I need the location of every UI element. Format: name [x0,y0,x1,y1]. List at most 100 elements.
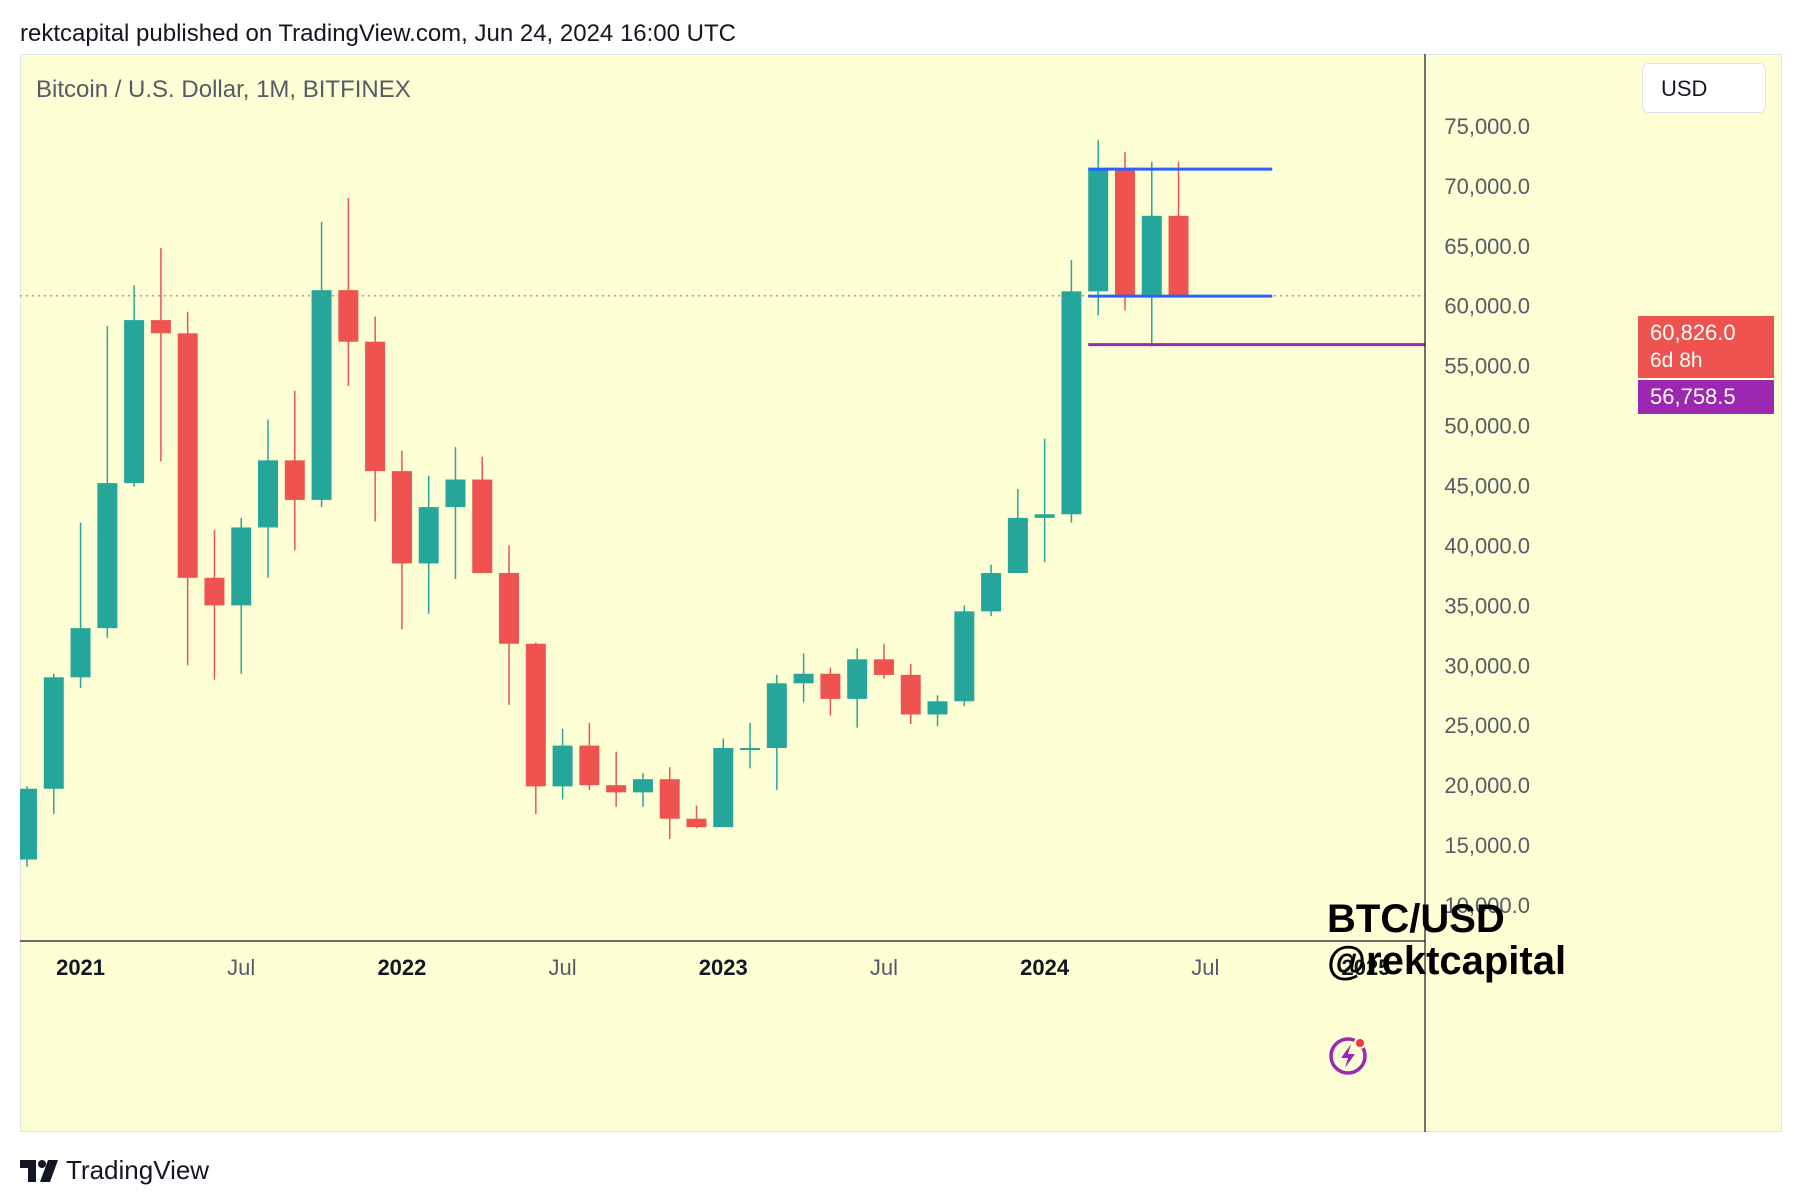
candle-2022-06 [525,642,546,814]
candle-body [713,748,734,828]
x-tick-label: 2025 [1342,955,1391,980]
y-tick-label: 35,000.0 [1444,593,1530,618]
y-tick-label: 60,000.0 [1444,294,1530,319]
y-tick-label: 30,000.0 [1444,653,1530,678]
candle-body [740,748,761,751]
candle-2021-07 [231,517,252,674]
x-tick-label: 2023 [699,955,748,980]
candle-body [632,779,653,793]
candle-body [1007,517,1028,574]
x-tick-label: 2024 [1020,955,1070,980]
support-level-badge: 56,758.5 [1638,380,1774,414]
candle-2023-02 [740,722,761,769]
last-price-badge: 60,826.0 6d 8h [1638,316,1774,378]
y-tick-label: 75,000.0 [1444,114,1530,139]
y-tick-label: 25,000.0 [1444,713,1530,738]
candle-body [445,479,466,508]
watermark-author: @rektcapital [1327,939,1567,983]
candle-body [43,677,64,789]
candle-2023-03 [766,674,787,790]
candle-body [606,785,627,793]
bolt-badge-icon[interactable] [1328,1034,1370,1076]
candle-2022-11 [659,767,680,840]
candle-body [70,628,91,678]
candle-body [97,483,118,629]
candle-2023-11 [981,564,1002,617]
candle-body [686,818,707,828]
candle-body [1168,215,1189,296]
candle-2020-12 [43,673,64,814]
candle-body [766,683,787,749]
candle-2021-03 [124,285,145,487]
candle-body [1114,169,1135,298]
candle-2022-05 [499,545,520,705]
candle-2022-08 [579,722,600,790]
candle-2023-07 [873,643,894,679]
candle-2023-10 [954,605,975,707]
candle-2022-09 [606,751,627,807]
tradingview-logo[interactable]: TradingView [20,1155,209,1186]
axes: 10,000.0 15,000.0 20,000.0 25,000.0 30,000.0… [20,54,1530,1132]
candle-body [124,320,145,484]
candle-body [793,673,814,684]
candle-body [204,577,225,606]
candle-2023-09 [927,695,948,727]
candle-2022-03 [445,447,466,580]
symbol-title[interactable]: Bitcoin / U.S. Dollar, 1M, BITFINEX [36,76,411,103]
watermark-symbol: BTC/USD [1327,897,1505,941]
candle-2021-02 [97,326,118,638]
candle-body [365,341,386,472]
candle-2024-05 [1141,161,1162,347]
candle-body [177,333,198,578]
candle-2022-10 [632,773,653,807]
candle-2023-12 [1007,489,1028,574]
x-tick-label: Jul [549,955,577,980]
candle-2021-05 [177,311,198,666]
tradingview-logo-icon [20,1159,58,1182]
candle-body [579,745,600,786]
candle-body [954,611,975,702]
candle-2024-01 [1034,438,1055,563]
candle-2024-03 [1088,140,1109,316]
candle-body [873,659,894,675]
y-tick-label: 45,000.0 [1444,474,1530,499]
candle-body [418,507,439,564]
y-tick-label: 20,000.0 [1444,773,1530,798]
candle-2022-12 [686,805,707,829]
y-tick-label: 70,000.0 [1444,174,1530,199]
candle-body [820,673,841,699]
candle-body [391,471,412,564]
candle-2023-05 [820,667,841,716]
y-tick-label: 10,000.0 [1444,893,1530,918]
y-tick-label: 40,000.0 [1444,533,1530,558]
candle-body [20,788,37,860]
currency-button[interactable]: USD [1642,63,1766,113]
candle-body [311,290,332,500]
candle-2021-08 [258,419,279,578]
candle-2020-11 [20,786,37,867]
candle-body [552,745,573,787]
candle-body [284,460,305,500]
candle-2022-04 [472,456,493,574]
annotations [1088,167,1425,347]
candle-2022-07 [552,728,573,800]
candle-body [981,573,1002,612]
x-tick-label: 2022 [377,955,426,980]
candles [20,140,1189,867]
candle-2023-08 [900,664,921,725]
x-tick-label: 2021 [56,955,105,980]
y-tick-label: 55,000.0 [1444,354,1530,379]
candle-body [1088,169,1109,292]
y-tick-label: 65,000.0 [1444,234,1530,259]
candle-body [659,779,680,819]
chart-pane[interactable] [20,54,1782,1132]
candle-2021-06 [204,529,225,680]
watermark: BTC/USD @rektcapital [1327,898,1566,982]
price-chart[interactable]: 10,000.0 15,000.0 20,000.0 25,000.0 30,000.0… [20,54,1782,1132]
candle-body [847,659,868,699]
tradingview-brand: TradingView [66,1155,210,1185]
last-price-value: 60,826.0 [1650,320,1736,345]
candle-body [231,527,252,606]
candle-2021-01 [70,522,91,689]
y-tick-label: 50,000.0 [1444,414,1530,439]
